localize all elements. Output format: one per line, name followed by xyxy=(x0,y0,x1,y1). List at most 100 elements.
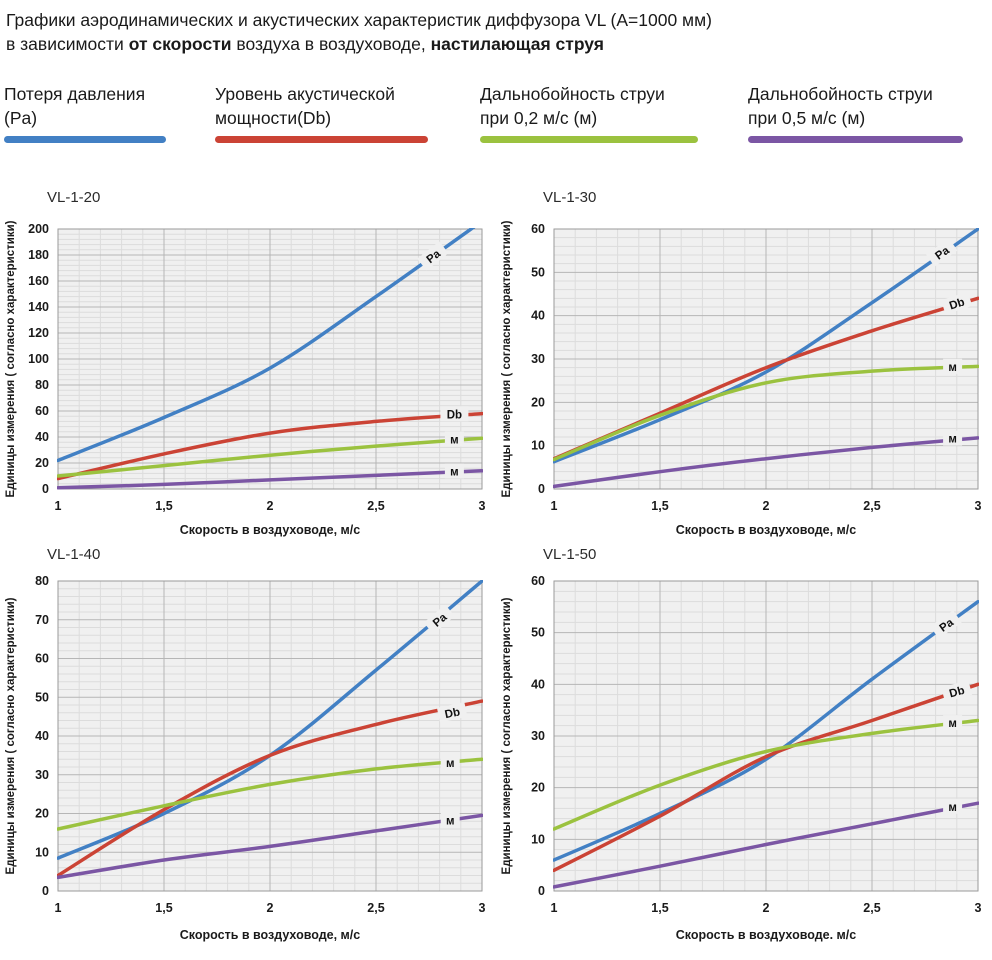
x-tick-label: 1,5 xyxy=(155,901,172,915)
x-tick-label: 1,5 xyxy=(651,901,668,915)
y-tick-label: 20 xyxy=(35,456,49,470)
title-text-2a: в зависимости xyxy=(6,34,129,54)
series-group xyxy=(553,599,979,889)
x-axis-title: Скорость в воздуховоде, м/с xyxy=(180,928,360,942)
x-tick-label: 2 xyxy=(267,901,274,915)
y-tick-label: 40 xyxy=(35,430,49,444)
y-tick-label: 180 xyxy=(28,248,49,262)
x-tick-label: 1 xyxy=(551,499,558,513)
legend-color-bar-purple xyxy=(748,136,963,143)
legend-color-bar-red xyxy=(215,136,428,143)
x-axis-title: Скорость в воздуховоде. м/с xyxy=(676,928,856,942)
y-tick-label: 10 xyxy=(35,845,49,859)
svg-text:Db: Db xyxy=(447,409,462,421)
series-line-Pa xyxy=(553,599,979,862)
series-line-м xyxy=(57,813,483,880)
x-tick-label: 2 xyxy=(267,499,274,513)
series-label-м: м xyxy=(440,812,460,828)
legend-label-line2: при 0,5 м/с (м) xyxy=(748,108,866,128)
series-line-м xyxy=(57,469,483,490)
x-axis-title: Скорость в воздуховоде, м/с xyxy=(180,523,360,537)
plot-border xyxy=(553,580,979,892)
chart-vl-1-30: VL-1-30 Pa Db м м 0 10 20 30 40 50 60 1 1,5 2 2,5 3 Скоро… xyxy=(496,182,992,543)
y-tick-label: 30 xyxy=(531,729,545,743)
y-tick-label: 80 xyxy=(35,574,49,588)
y-tick-label: 0 xyxy=(538,884,545,898)
series-line-м xyxy=(553,364,979,462)
x-tick-label: 3 xyxy=(479,499,486,513)
y-tick-label: 100 xyxy=(28,352,49,366)
y-tick-label: 40 xyxy=(531,309,545,323)
x-tick-label: 1,5 xyxy=(155,499,172,513)
y-axis-title: Единицы измерения ( согласно характерист… xyxy=(501,597,513,874)
series-group xyxy=(553,228,979,489)
y-tick-label: 60 xyxy=(35,404,49,418)
series-label-м: м xyxy=(943,798,963,814)
series-line-м xyxy=(553,718,979,831)
x-axis-title: Скорость в воздуховоде, м/с xyxy=(676,523,856,537)
series-label-м: м xyxy=(943,715,963,731)
y-tick-label: 0 xyxy=(42,482,49,496)
legend-label-line1: Уровень акустической xyxy=(215,84,395,104)
series-line-м xyxy=(553,801,979,889)
svg-text:м: м xyxy=(450,466,459,478)
plot-border xyxy=(57,228,483,490)
page-title-line1: Графики аэродинамических и акустических … xyxy=(6,8,982,32)
y-tick-label: 120 xyxy=(28,326,49,340)
title-text-2d-bold: настилающая струя xyxy=(430,34,605,54)
plot-border xyxy=(57,580,483,892)
series-label-м: м xyxy=(444,431,464,447)
plot-border xyxy=(553,228,979,490)
legend-label-line2: (Pa) xyxy=(4,108,38,128)
series-label-м: м xyxy=(943,430,963,446)
x-tick-label: 2 xyxy=(763,499,770,513)
chart-svg-VL-1-20: VL-1-20PaDbмм020406080100120140160180200… xyxy=(5,189,486,537)
legend-item-jet-range-02: Дальнобойность струи при 0,2 м/с (м) xyxy=(480,82,730,143)
charts-grid: VL-1-20 Pa Db м м 0 20 40 60 80 100 120 140 160 180 200… xyxy=(0,182,992,960)
series-label-м: м xyxy=(440,755,460,771)
legend-label-line2: при 0,2 м/с (м) xyxy=(480,108,598,128)
legend-label-line2: мощности(Db) xyxy=(215,108,332,128)
chart-title: VL-1-50 xyxy=(543,546,596,563)
legend-label-line1: Дальнобойность струи xyxy=(480,84,665,104)
y-tick-label: 10 xyxy=(531,832,545,846)
grid-major xyxy=(554,581,978,891)
x-tick-label: 2,5 xyxy=(863,499,880,513)
series-label-Db: Db xyxy=(440,406,469,422)
series-line-Db xyxy=(57,699,483,878)
title-text-1: Графики аэродинамических и акустических … xyxy=(6,10,712,30)
y-tick-label: 60 xyxy=(531,574,545,588)
grid-major xyxy=(58,581,482,891)
legend-item-acoustic-power: Уровень акустической мощности(Db) xyxy=(215,82,465,143)
legend-item-pressure-loss: Потеря давления (Pa) xyxy=(4,82,210,143)
series-line-Pa xyxy=(57,228,476,463)
y-tick-label: 30 xyxy=(531,352,545,366)
chart-vl-1-40: VL-1-40 Pa Db м м 0 10 20 30 40 50 60 70 80 1 1,5 2 2,5 3 С… xyxy=(0,543,496,960)
series-line-м xyxy=(57,436,483,478)
y-tick-label: 40 xyxy=(35,729,49,743)
series-line-Db xyxy=(57,411,483,481)
x-tick-label: 3 xyxy=(975,499,982,513)
series-line-м xyxy=(57,757,483,831)
series-group xyxy=(57,580,483,880)
y-tick-label: 10 xyxy=(531,439,545,453)
title-text-2c: воздуха в воздуховоде, xyxy=(231,34,431,54)
svg-text:м: м xyxy=(948,802,957,814)
y-tick-label: 60 xyxy=(531,222,545,236)
legend: Потеря давления (Pa) Уровень акустическо… xyxy=(0,82,992,146)
y-tick-label: 20 xyxy=(531,781,545,795)
grid-major xyxy=(554,229,978,489)
y-tick-label: 160 xyxy=(28,274,49,288)
series-line-Pa xyxy=(553,228,979,464)
svg-text:м: м xyxy=(948,718,957,730)
y-tick-label: 40 xyxy=(531,677,545,691)
chart-title: VL-1-20 xyxy=(47,189,100,206)
legend-item-jet-range-05: Дальнобойность струи при 0,5 м/с (м) xyxy=(748,82,988,143)
y-tick-label: 20 xyxy=(35,807,49,821)
y-axis-title: Единицы измерения ( согласно характерист… xyxy=(5,597,17,874)
x-tick-label: 1 xyxy=(551,901,558,915)
legend-color-bar-blue xyxy=(4,136,166,143)
y-tick-label: 70 xyxy=(35,613,49,627)
